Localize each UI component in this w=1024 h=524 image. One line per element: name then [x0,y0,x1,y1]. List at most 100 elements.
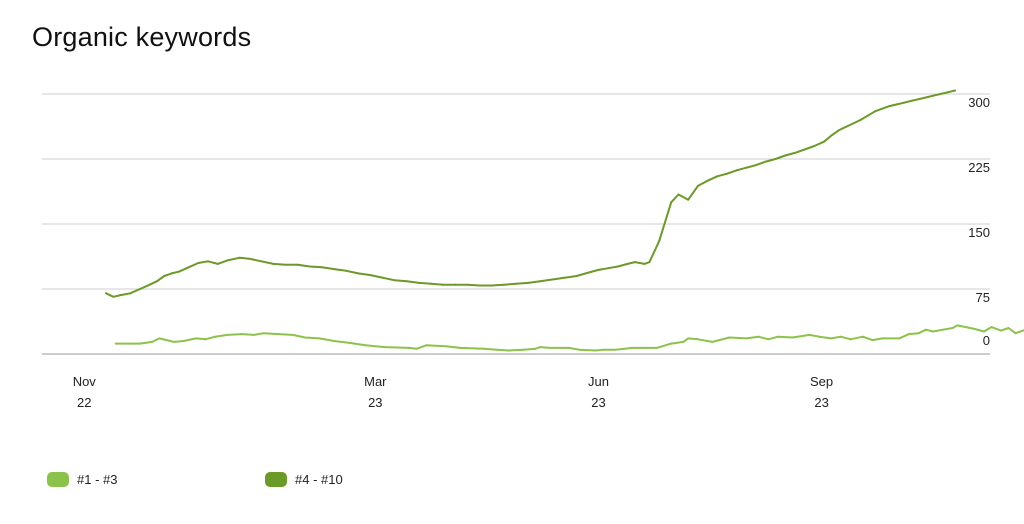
series-1-point-58[interactable] [861,335,864,338]
series-1-point-54[interactable] [818,335,821,338]
legend-item-1[interactable]: #1 - #3 [47,472,117,487]
series-1-point-29[interactable] [507,349,510,352]
series-1-point-51[interactable] [776,335,779,338]
series-1-point-19[interactable] [347,341,350,344]
series-2-point-79[interactable] [895,103,898,106]
series-1-point-56[interactable] [840,335,842,338]
series-1-point-52[interactable] [791,336,794,339]
series-2-point-40[interactable] [539,280,542,283]
series-1-point-59[interactable] [871,339,874,342]
series-1-point-27[interactable] [483,347,486,350]
series-2-point-87[interactable] [954,89,956,92]
series-1-point-73[interactable] [1007,327,1010,329]
series-1-point-49[interactable] [757,335,760,338]
series-2-point-16[interactable] [248,257,251,260]
series-1-point-13[interactable] [262,332,265,335]
series-2-point-21[interactable] [308,265,311,268]
series-1-point-9[interactable] [214,335,217,338]
series-1-point-35[interactable] [578,348,581,351]
series-1-point-71[interactable] [990,326,993,329]
series-1-point-14[interactable] [277,333,280,336]
series-1-point-39[interactable] [631,346,634,349]
series-1-point-6[interactable] [182,340,185,342]
series-2-point-77[interactable] [881,107,884,110]
series-1-point-43[interactable] [682,340,685,343]
series-1-point-37[interactable] [602,348,605,351]
series-2-point-76[interactable] [874,110,876,113]
series-2-point-83[interactable] [924,96,927,99]
series-2-point-63[interactable] [764,160,767,163]
series-2-point-31[interactable] [430,282,433,285]
series-1-point-72[interactable] [1000,329,1003,332]
series-1-point-18[interactable] [333,340,336,342]
series-1-point-41[interactable] [655,346,658,349]
series-2-point-47[interactable] [616,265,619,268]
series-2-point-69[interactable] [823,140,825,143]
series-2-point-66[interactable] [793,151,796,154]
series-1-point-36[interactable] [595,349,597,352]
series-1-point-63[interactable] [917,332,920,335]
series-2-point-68[interactable] [813,145,816,147]
series-2-point-17[interactable] [260,260,263,263]
series-2-point-13[interactable] [216,262,219,265]
series-1-point-8[interactable] [204,338,207,341]
series-1-point-26[interactable] [459,346,462,349]
series-1-point-34[interactable] [568,346,571,349]
series-1-point-61[interactable] [898,337,901,340]
series-1-point-21[interactable] [384,346,386,349]
series-1-point-60[interactable] [881,337,884,340]
series-2-point-60[interactable] [735,169,738,172]
series-1-point-47[interactable] [728,336,731,339]
series-2-point-1[interactable] [112,295,115,298]
series-2-point-11[interactable] [197,262,200,264]
series-2-point-28[interactable] [393,279,396,282]
series-2-point-29[interactable] [405,280,408,283]
series-1-point-2[interactable] [151,340,154,343]
series-1-point-17[interactable] [318,337,321,340]
series-2-point-56[interactable] [696,184,699,187]
series-2-point-49[interactable] [633,261,636,264]
series-2-point-58[interactable] [716,175,719,178]
series-1-point-7[interactable] [194,337,197,340]
series-2-point-3[interactable] [129,292,132,295]
series-2-point-48[interactable] [626,262,629,265]
series-2-point-57[interactable] [706,179,709,182]
series-1-point-38[interactable] [614,348,617,351]
series-2-point-20[interactable] [296,263,299,266]
series-2-point-73[interactable] [852,122,855,125]
series-1-point-30[interactable] [522,348,525,351]
series-2-point-85[interactable] [939,93,942,95]
series-1-point-57[interactable] [849,338,852,341]
series-2-point-82[interactable] [917,98,920,101]
series-2-point-54[interactable] [677,193,680,196]
series-2-point-19[interactable] [284,263,287,266]
series-1-point-12[interactable] [253,333,255,336]
series-1-point-4[interactable] [165,339,168,342]
series-1-point-31[interactable] [534,347,537,350]
series-1-point-32[interactable] [539,346,542,349]
series-2-point-50[interactable] [643,262,646,265]
series-2-point-38[interactable] [515,282,517,285]
series-1-point-44[interactable] [687,337,690,340]
series-2-point-64[interactable] [774,158,777,160]
series-2-point-0[interactable] [105,292,108,295]
series-2-point-86[interactable] [946,91,949,94]
series-1-point-65[interactable] [932,330,935,333]
series-1-point-33[interactable] [548,346,551,349]
series-2-point-44[interactable] [587,271,590,274]
series-2-point-81[interactable] [910,99,913,102]
series-1-point-62[interactable] [907,333,910,336]
series-2-point-78[interactable] [888,105,891,108]
series-1-point-69[interactable] [973,327,976,330]
series-line-2[interactable] [105,89,956,298]
series-2-point-65[interactable] [784,154,787,157]
series-1-point-66[interactable] [941,328,944,331]
series-2-point-74[interactable] [859,119,862,121]
series-2-point-27[interactable] [381,276,384,279]
series-2-point-80[interactable] [903,101,906,104]
series-2-point-10[interactable] [187,266,190,269]
series-line-1[interactable] [114,324,1024,352]
series-1-point-67[interactable] [951,327,954,329]
series-1-point-68[interactable] [956,324,959,327]
legend-item-2[interactable]: #4 - #10 [265,472,343,487]
